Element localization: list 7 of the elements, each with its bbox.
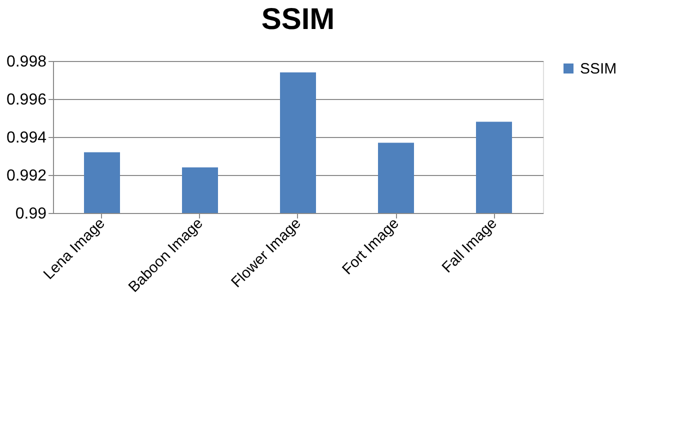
- y-tick-label: 0.992: [6, 168, 47, 184]
- y-tick-label: 0.996: [6, 92, 47, 108]
- y-tick-label: 0.99: [15, 206, 47, 222]
- legend-label: SSIM: [580, 60, 617, 78]
- y-tick-label: 0.994: [6, 130, 47, 146]
- chart-title: SSIM: [261, 3, 335, 36]
- y-tick-label: 0.998: [6, 54, 47, 70]
